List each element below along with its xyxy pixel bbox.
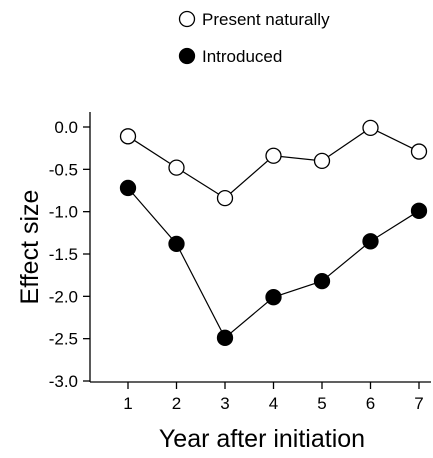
- data-point: [119, 179, 137, 197]
- data-point: [216, 189, 234, 207]
- series-line: [127, 187, 420, 339]
- y-tick-label: -1.0: [49, 203, 78, 222]
- legend-marker: [178, 10, 196, 28]
- data-point: [265, 289, 282, 306]
- y-tick-label: 0.0: [54, 118, 78, 137]
- data-point: [313, 152, 331, 170]
- x-ticks: 1 2 3 4 5 6 7: [123, 382, 424, 413]
- legend-label: Present naturally: [202, 10, 330, 29]
- data-point: [362, 233, 379, 250]
- y-tick-label: -1.5: [49, 245, 78, 264]
- x-tick-label: 4: [269, 394, 278, 413]
- data-point: [168, 235, 185, 252]
- data-point: [410, 202, 428, 219]
- axes: [89, 112, 431, 383]
- legend-label: Introduced: [202, 47, 282, 66]
- data-point: [313, 272, 331, 290]
- data-point: [410, 143, 428, 160]
- data-point: [362, 119, 379, 136]
- y-tick-label: -3.0: [49, 372, 78, 391]
- x-tick-label: 2: [172, 394, 181, 413]
- series-layer: [119, 119, 428, 346]
- x-tick-label: 1: [123, 394, 132, 413]
- data-point: [216, 329, 234, 346]
- legend-item: Present naturally: [178, 10, 330, 29]
- legend-item: Introduced: [178, 47, 282, 66]
- y-ticks: 0.0 -0.5 -1.0 -1.5 -2.0 -2.5 -3.0: [49, 118, 90, 391]
- y-tick-label: -2.5: [49, 330, 78, 349]
- x-axis-title: Year after initiation: [159, 425, 365, 453]
- series-present-naturally: [119, 119, 428, 207]
- x-tick-label: 7: [414, 394, 423, 413]
- y-axis-title: Effect size: [16, 190, 44, 305]
- x-tick-label: 5: [317, 394, 326, 413]
- x-tick-label: 6: [366, 394, 375, 413]
- data-point: [265, 147, 282, 164]
- legend-marker: [178, 47, 196, 65]
- data-point: [119, 128, 137, 145]
- data-point: [168, 159, 185, 176]
- y-tick-label: -2.0: [49, 287, 78, 306]
- y-tick-label: -0.5: [49, 160, 78, 179]
- series-introduced: [119, 179, 428, 346]
- x-tick-label: 3: [220, 394, 229, 413]
- legend: Present naturally Introduced: [178, 10, 330, 66]
